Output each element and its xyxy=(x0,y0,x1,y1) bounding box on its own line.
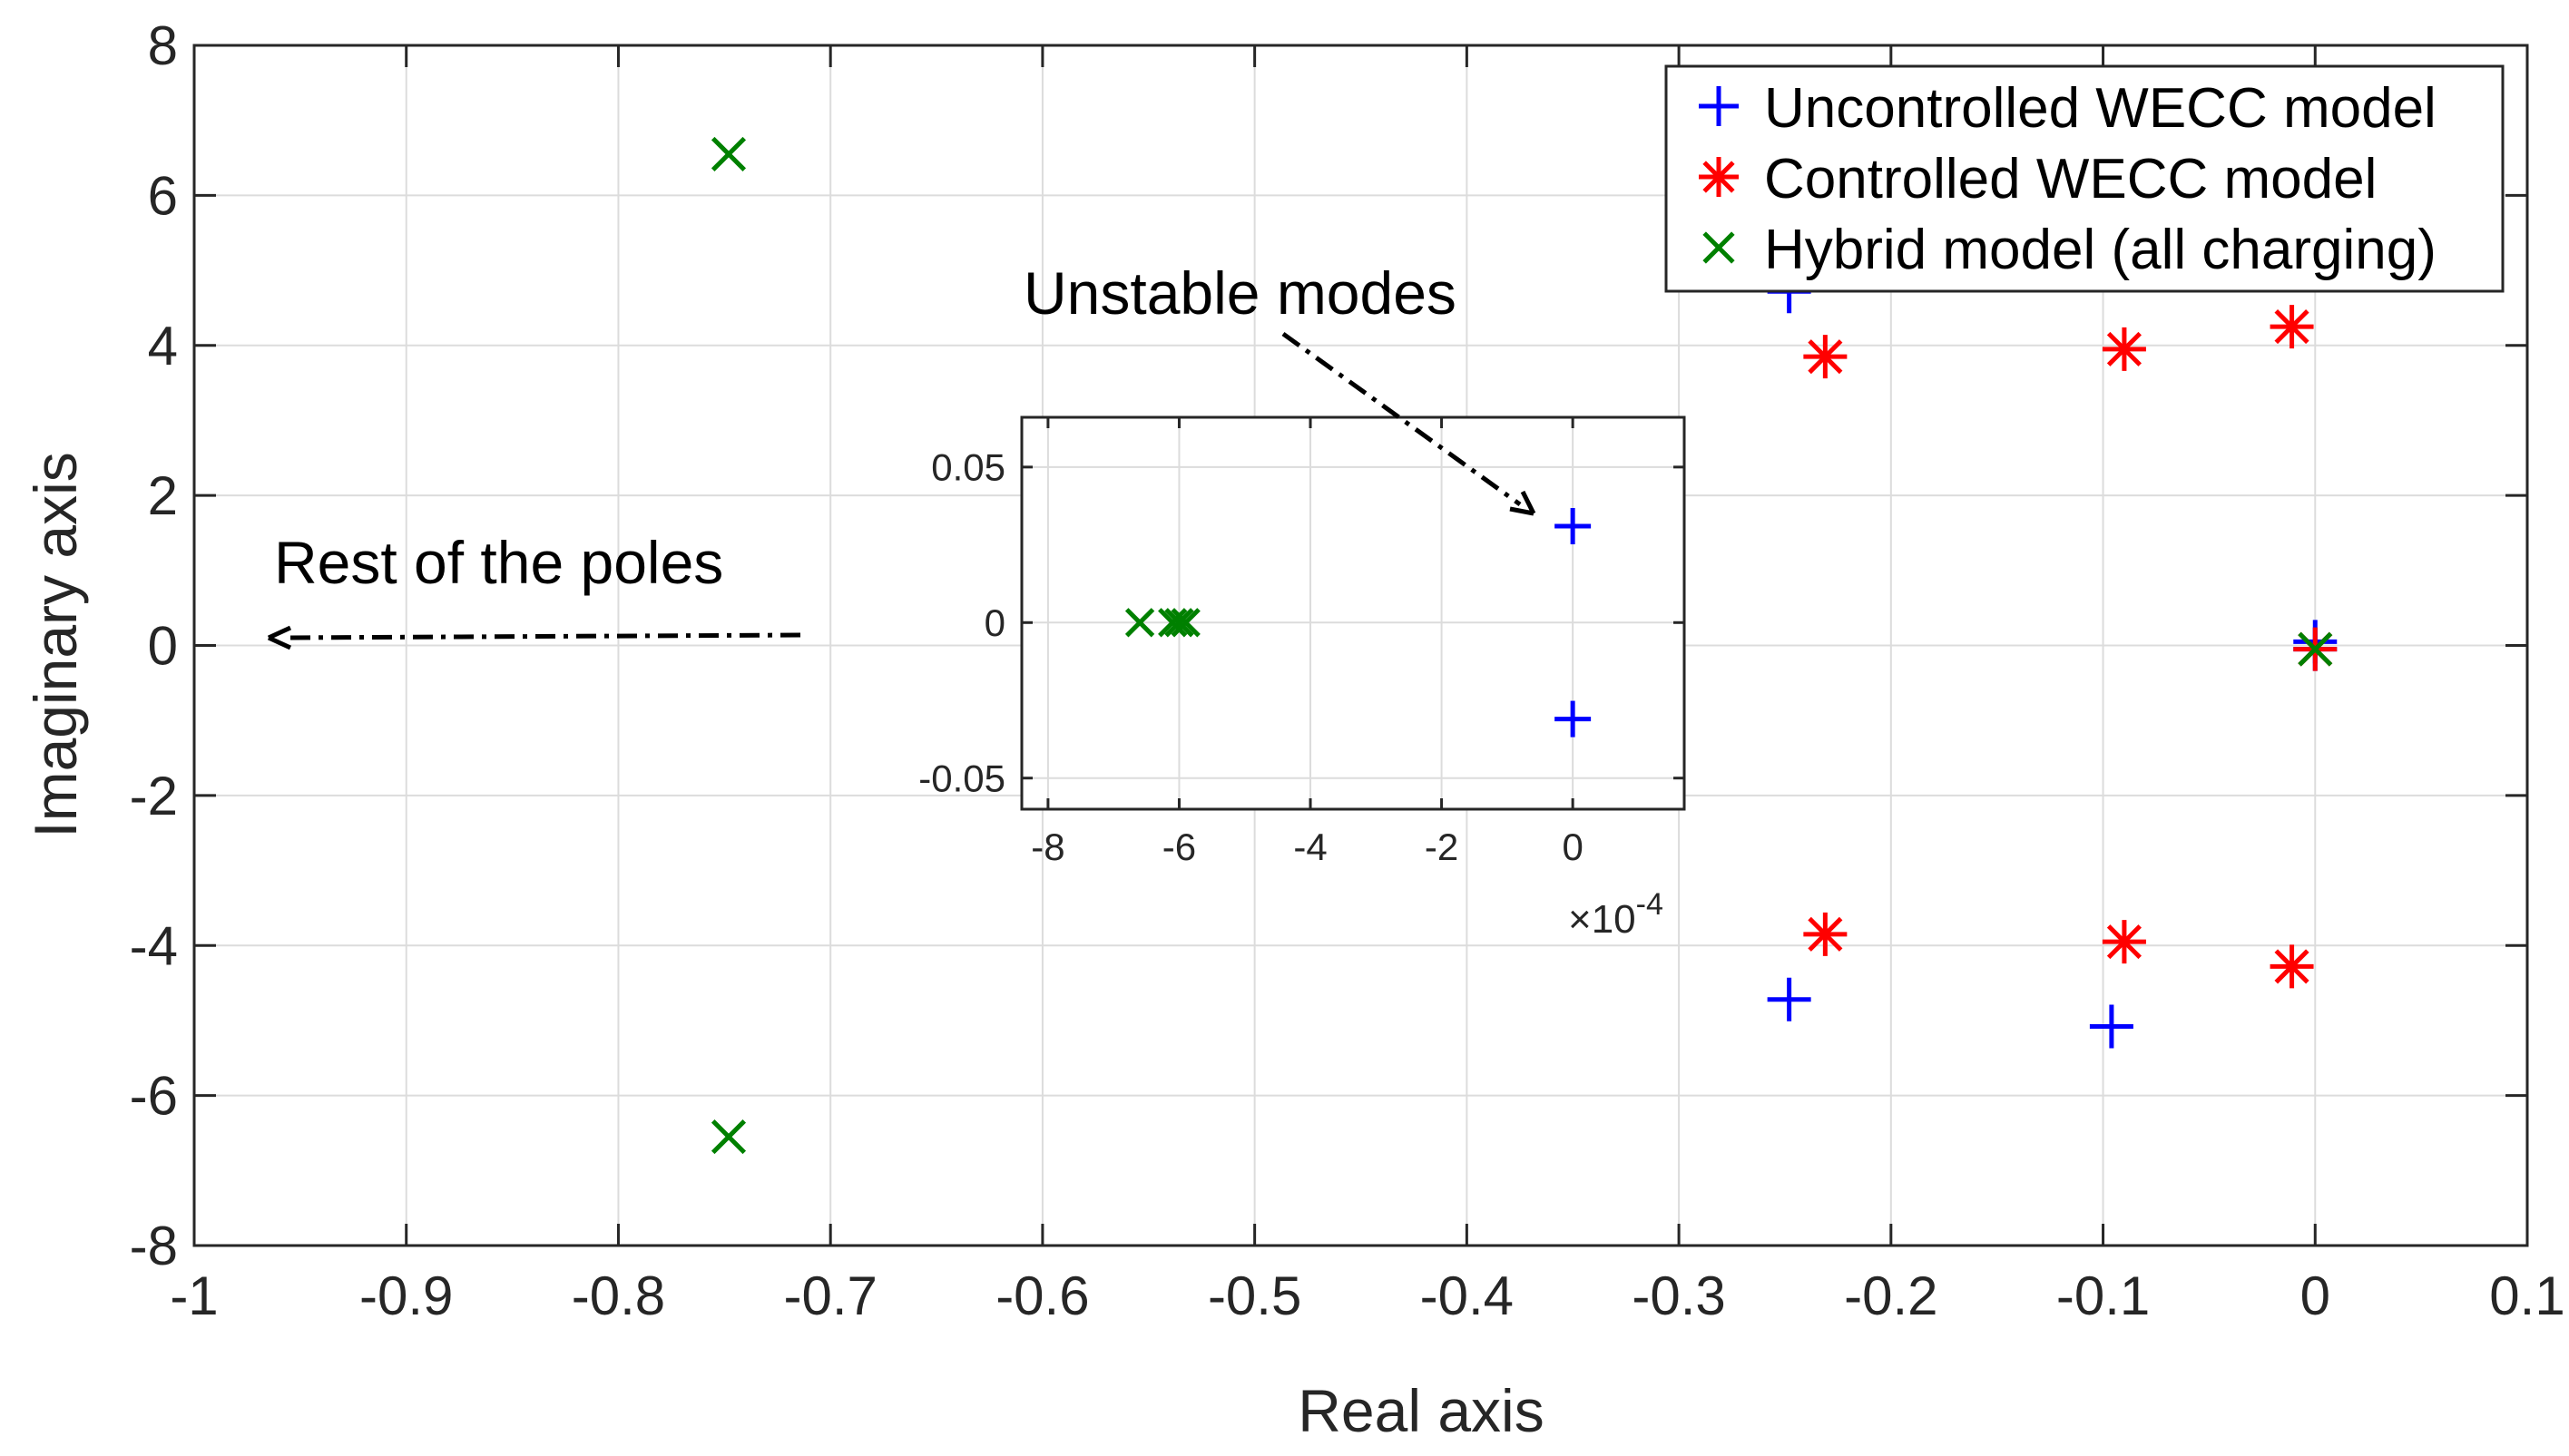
y-tick-label: -0.05 xyxy=(918,757,1005,799)
x-tick-label: -2 xyxy=(1425,826,1458,868)
point-controlled xyxy=(1803,335,1848,379)
legend-marker-hybrid xyxy=(1702,231,1735,264)
legend: Uncontrolled WECC model Controlled WECC … xyxy=(1664,64,2505,293)
inset-tick-marks xyxy=(1022,417,1684,809)
point-hybrid xyxy=(2298,631,2333,667)
point-controlled xyxy=(2102,327,2146,371)
y-tick-label: 6 xyxy=(148,165,178,226)
y-tick-label: 8 xyxy=(148,15,178,76)
point-hybrid xyxy=(1164,608,1194,638)
legend-box xyxy=(1664,64,2505,293)
unstable-modes-arrowhead xyxy=(1509,490,1536,516)
inset-x-exponent-base: ×10 xyxy=(1568,897,1636,942)
inset-x-exponent-power: -4 xyxy=(1636,887,1663,922)
y-tick-label: -8 xyxy=(130,1216,178,1276)
x-tick-label: 0.1 xyxy=(2489,1265,2564,1326)
y-tick-label: -4 xyxy=(130,915,178,976)
point-uncontrolled xyxy=(2089,1004,2133,1049)
x-tick-label: -0.9 xyxy=(359,1265,453,1326)
y-tick-label: -2 xyxy=(130,766,178,826)
y-tick-label: 0 xyxy=(148,616,178,677)
legend-label-hybrid: Hybrid model (all charging) xyxy=(1764,219,2437,281)
x-tick-label: 0 xyxy=(2300,1265,2330,1326)
point-controlled xyxy=(1803,912,1848,956)
y-tick-label: 4 xyxy=(148,316,178,376)
x-tick-label: -0.4 xyxy=(1420,1265,1514,1326)
inset-axes-frame xyxy=(1020,415,1686,811)
x-tick-label: -0.8 xyxy=(572,1265,665,1326)
y-tick-label: 2 xyxy=(148,465,178,526)
x-tick-label: 0 xyxy=(1562,826,1583,868)
y-tick-label: 0.05 xyxy=(931,446,1005,489)
legend-marker-controlled xyxy=(1699,157,1739,197)
inset-x-tick-labels: -8 -6 -4 -2 0 xyxy=(1031,826,1584,868)
unstable-modes-label: Unstable modes xyxy=(1024,259,1456,327)
unstable-modes-arrow-line xyxy=(1281,331,1522,507)
inset-background xyxy=(1022,417,1684,809)
annotation-rest-of-poles: Rest of the poles xyxy=(267,529,801,650)
annotation-unstable-modes: Unstable modes xyxy=(1024,259,1536,516)
point-hybrid xyxy=(711,1119,747,1155)
inset-y-tick-labels: -0.05 0 0.05 xyxy=(918,446,1005,800)
y-tick-label: -6 xyxy=(130,1066,178,1127)
y-axis-label: Imaginary axis xyxy=(22,452,89,838)
point-uncontrolled xyxy=(1554,700,1592,738)
main-x-tick-labels: -1 -0.9 -0.8 -0.7 -0.6 -0.5 -0.4 -0.3 -0.2 -0.1 0 0… xyxy=(170,1265,2564,1326)
x-tick-label: -6 xyxy=(1162,826,1196,868)
x-tick-label: -0.2 xyxy=(1844,1265,1937,1326)
inset-x-exponent: ×10-4 xyxy=(1568,887,1663,942)
x-tick-label: -0.6 xyxy=(995,1265,1089,1326)
point-hybrid xyxy=(1171,608,1201,638)
x-tick-label: -0.5 xyxy=(1208,1265,1301,1326)
rest-of-poles-arrowhead xyxy=(267,625,292,650)
legend-label-controlled: Controlled WECC model xyxy=(1764,148,2377,210)
point-uncontrolled xyxy=(1554,508,1592,544)
y-tick-label: 0 xyxy=(985,601,1005,644)
x-tick-label: -1 xyxy=(170,1265,218,1326)
point-controlled xyxy=(2270,944,2314,989)
point-controlled xyxy=(2102,920,2146,964)
main-tick-marks xyxy=(192,44,2529,1247)
point-controlled xyxy=(2270,305,2314,349)
point-hybrid xyxy=(1158,608,1188,638)
legend-symbol-controlled xyxy=(1699,157,1739,197)
x-tick-label: -0.3 xyxy=(1632,1265,1725,1326)
x-tick-label: -8 xyxy=(1031,826,1064,868)
point-hybrid xyxy=(711,136,747,171)
x-tick-label: -0.1 xyxy=(2056,1265,2150,1326)
inset-plot-markers xyxy=(1124,508,1592,738)
point-uncontrolled xyxy=(1767,977,1811,1021)
main-y-tick-labels: -8 -6 -4 -2 0 2 4 6 8 xyxy=(130,15,178,1276)
legend-label-uncontrolled: Uncontrolled WECC model xyxy=(1764,77,2437,140)
rest-of-poles-label: Rest of the poles xyxy=(274,529,723,596)
legend-symbol-uncontrolled xyxy=(1699,86,1739,126)
x-axis-label: Real axis xyxy=(1298,1377,1544,1444)
point-hybrid xyxy=(1124,608,1155,638)
legend-symbol-hybrid xyxy=(1702,231,1735,264)
x-tick-label: -0.7 xyxy=(783,1265,877,1326)
legend-marker-uncontrolled xyxy=(1699,86,1739,126)
rest-of-poles-arrow-line xyxy=(282,632,801,640)
x-tick-label: -4 xyxy=(1293,826,1327,868)
inset-grid xyxy=(1022,417,1684,809)
